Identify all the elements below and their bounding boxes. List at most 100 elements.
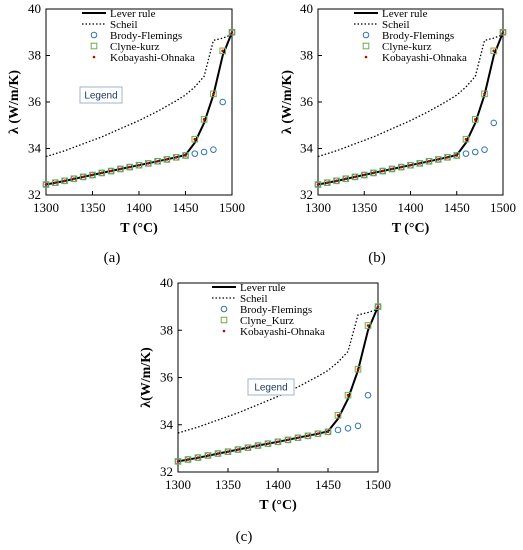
x-tick-label: 1450 — [315, 477, 341, 492]
legend-swatch — [90, 31, 98, 39]
chart-panel-b: 1300 1350 1400 1450 1500 32 34 36 38 40 T (°C) λ (W… — [280, 1, 516, 266]
x-axis-label: T (°C) — [392, 221, 430, 236]
data-point — [362, 173, 366, 177]
data-point — [212, 92, 215, 96]
legend-tag-text: Legend — [84, 91, 117, 102]
legend-label: Brody-Flemings — [110, 30, 182, 42]
x-tick-label: 1500 — [365, 477, 391, 492]
data-point — [145, 160, 152, 167]
data-point — [425, 157, 433, 165]
data-point — [109, 169, 113, 173]
legend-label: Kobayashi-Ohnaka — [382, 52, 467, 64]
series-kobayashi-ohnaka — [44, 30, 234, 186]
data-point — [176, 460, 180, 463]
legend-label: Kobayashi-Ohnaka — [240, 326, 325, 338]
data-point — [354, 365, 362, 373]
data-point — [70, 175, 78, 183]
data-point — [174, 458, 182, 465]
data-point — [210, 90, 217, 98]
data-point — [296, 436, 300, 440]
data-point — [206, 454, 210, 457]
data-point — [274, 438, 282, 446]
legend-swatch — [362, 42, 370, 50]
data-point — [254, 442, 262, 449]
x-tick-label: 1350 — [80, 200, 106, 215]
data-point — [353, 175, 357, 179]
legend-tag-text: Legend — [254, 383, 287, 394]
x-tick-label: 1400 — [126, 200, 152, 215]
data-point — [186, 458, 190, 461]
data-point — [325, 181, 329, 184]
legend-swatch — [220, 305, 228, 313]
x-axis-label: T (°C) — [120, 221, 158, 236]
legend-label: Lever rule — [110, 8, 156, 20]
data-point — [344, 177, 348, 181]
y-tick-label: 38 — [28, 48, 41, 63]
x-tick-label: 1500 — [490, 200, 516, 215]
series-clyne-kurz — [42, 28, 236, 188]
series-scheil — [45, 33, 233, 158]
data-point — [81, 175, 85, 179]
data-point — [117, 165, 124, 173]
x-tick-label: 1450 — [444, 200, 470, 215]
data-point — [333, 177, 340, 185]
data-point — [228, 28, 236, 36]
data-point — [172, 154, 180, 161]
data-point — [128, 165, 131, 169]
data-point — [100, 171, 104, 175]
data-point — [244, 444, 252, 451]
data-point — [266, 442, 270, 445]
data-point — [336, 414, 340, 417]
data-point — [234, 446, 242, 453]
data-point — [360, 171, 368, 179]
data-point — [351, 173, 359, 181]
data-point — [462, 135, 470, 143]
data-point — [137, 163, 141, 167]
legend-label: Brody-Flemings — [240, 304, 312, 316]
y-tick-label: 32 — [28, 187, 41, 202]
legend: Lever ruleScheilBrody-FlemingsClyne-kurz… — [82, 8, 195, 64]
data-point — [388, 165, 396, 173]
data-point — [304, 432, 312, 440]
y-tick-label: 36 — [160, 370, 174, 385]
legend-label: Scheil — [240, 293, 268, 305]
x-tick-label: 1350 — [215, 477, 241, 492]
data-point — [194, 454, 202, 461]
data-point — [390, 167, 394, 171]
data-point — [284, 436, 292, 444]
data-point — [224, 448, 232, 455]
series-clyne-kurz — [174, 303, 382, 465]
data-point — [182, 152, 189, 159]
x-axis-label: T (°C) — [259, 498, 297, 513]
y-tick-label: 36 — [28, 94, 42, 109]
data-point — [210, 146, 217, 153]
x-tick-label: 1400 — [398, 200, 424, 215]
data-point — [119, 167, 122, 171]
data-point — [370, 169, 377, 177]
data-point — [174, 156, 178, 159]
legend-swatch — [364, 55, 368, 59]
data-point — [306, 434, 310, 438]
data-point — [89, 171, 96, 179]
y-tick-label: 32 — [160, 464, 173, 479]
data-point — [344, 391, 352, 399]
data-point — [471, 116, 479, 123]
y-axis-label: λ (W/m/K) — [280, 70, 295, 134]
data-point — [473, 118, 477, 121]
data-point — [107, 167, 115, 175]
data-point — [453, 152, 461, 159]
data-point — [381, 169, 385, 173]
data-point — [334, 412, 342, 419]
legend-label: Clyne-kurz — [382, 41, 432, 53]
data-point — [219, 47, 226, 55]
data-point — [126, 163, 134, 171]
data-point — [221, 49, 224, 53]
data-point — [418, 162, 422, 165]
legend-label: Scheil — [110, 19, 138, 31]
data-point — [372, 171, 375, 175]
data-point — [483, 92, 486, 96]
scheil-line — [317, 33, 504, 158]
data-point — [397, 163, 405, 171]
y-tick-label: 34 — [300, 141, 314, 156]
